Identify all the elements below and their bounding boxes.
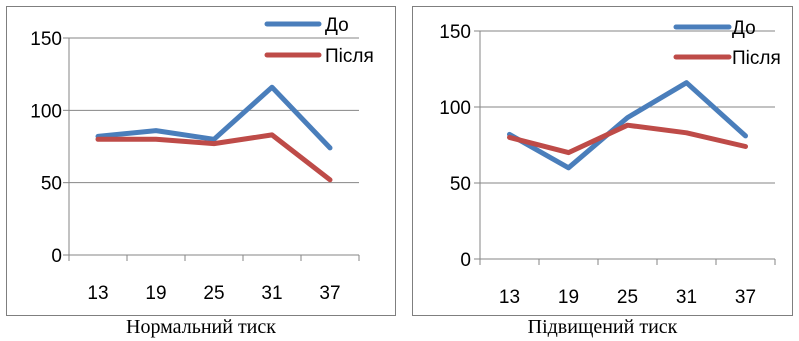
chart-caption-elevated: Підвищений тиск: [527, 316, 678, 338]
series-line-before: [95, 84, 333, 151]
y-tick-label: 100: [439, 98, 471, 119]
y-tick-label: 0: [51, 246, 62, 267]
x-tick-label: 25: [203, 283, 224, 304]
chart-caption-normal: Нормальний тиск: [126, 316, 276, 338]
y-tick-label: 150: [30, 29, 62, 50]
legend-label: Після: [325, 46, 374, 67]
legend-label: Після: [732, 48, 781, 69]
y-tick-label: 150: [439, 22, 471, 43]
series-line-after: [95, 132, 333, 183]
legend-label: До: [325, 15, 349, 36]
x-tick-label: 37: [735, 287, 756, 308]
x-tick-label: 31: [261, 283, 282, 304]
y-tick-label: 100: [30, 101, 62, 122]
line-chart-normal-pressure: 0 50 100 150 13 19 25 31 37 До Після: [30, 15, 374, 304]
chart-panel-elevated: 0 50 100 150 13 19 25 31 37 До Після: [412, 6, 793, 316]
x-tick-label: 25: [617, 287, 638, 308]
series-line-before: [507, 80, 748, 171]
legend-label: До: [732, 18, 756, 39]
y-tick-label: 50: [41, 174, 62, 195]
series-line-after: [507, 122, 748, 156]
x-tick-label: 13: [87, 283, 108, 304]
x-tick-label: 37: [319, 283, 340, 304]
line-chart-elevated-pressure: 0 50 100 150 13 19 25 31 37 До Після: [439, 18, 781, 308]
x-tick-label: 19: [145, 283, 166, 304]
y-tick-label: 50: [450, 174, 471, 195]
chart-panel-normal: 0 50 100 150 13 19 25 31 37 До Після: [6, 6, 396, 316]
x-tick-label: 31: [676, 287, 697, 308]
y-tick-label: 0: [460, 250, 471, 271]
x-tick-label: 19: [558, 287, 579, 308]
x-tick-label: 13: [499, 287, 520, 308]
